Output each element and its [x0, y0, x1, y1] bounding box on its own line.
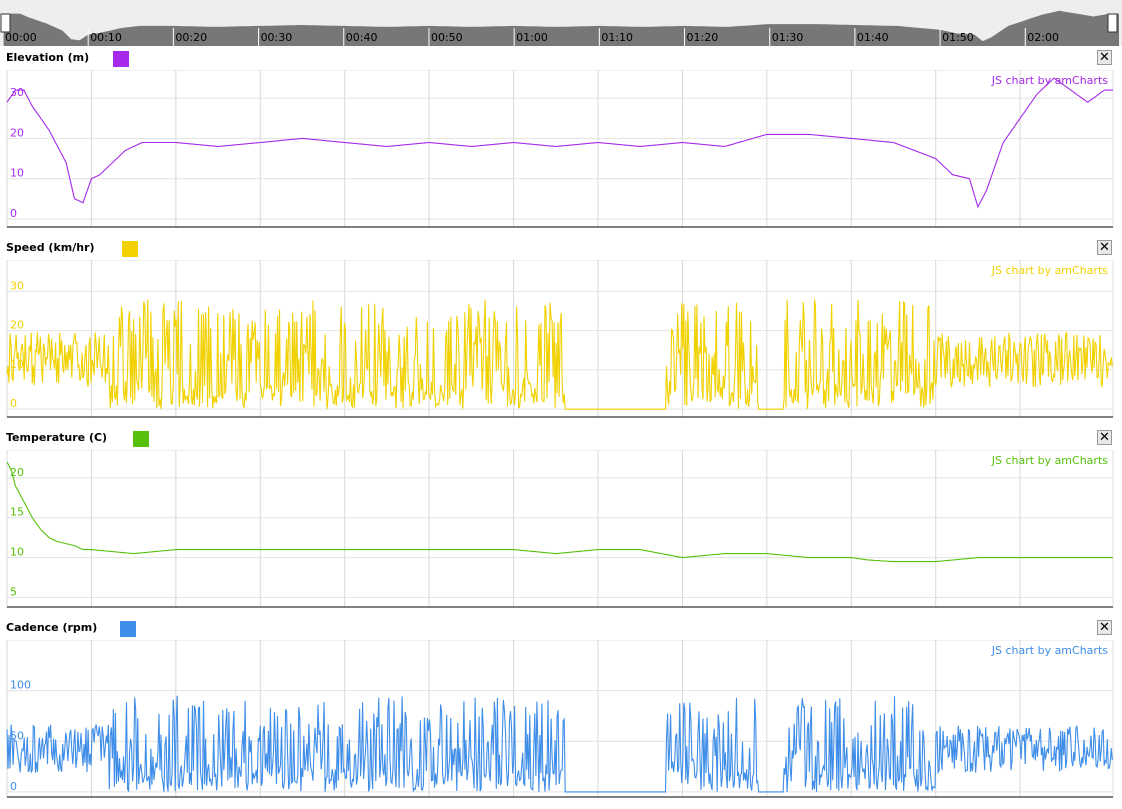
close-button[interactable]: ✕: [1097, 620, 1112, 635]
scroller-tick-label: 01:40: [857, 31, 889, 44]
scroller-tick-label: 01:00: [516, 31, 548, 44]
y-tick-label: 50: [10, 729, 24, 742]
y-tick-label: 0: [10, 397, 17, 410]
elevation-panel: Elevation (m) ✕ 0 10 20 30 JS chart by amCha…: [0, 49, 1122, 239]
y-tick-label: 10: [10, 546, 24, 559]
cadence-panel: Cadence (rpm) ✕ 0 50 100 JS chart by amChar…: [0, 619, 1122, 809]
y-tick-label: 20: [10, 126, 24, 139]
close-button[interactable]: ✕: [1097, 240, 1112, 255]
y-tick-label: 0: [10, 780, 17, 793]
y-tick-label: 30: [10, 279, 24, 292]
time-range-scroller[interactable]: 00:00 00:10 00:20 00:30 00:40 00:50 01:00 01:10…: [0, 0, 1122, 47]
speed-chart: 0 10 20 30 JS chart by amCharts: [6, 260, 1114, 418]
scroller-tick-label: 00:20: [175, 31, 207, 44]
y-tick-label: 100: [10, 679, 31, 692]
scroller-tick-label: 01:10: [601, 31, 633, 44]
scroller-right-handle[interactable]: [1107, 13, 1118, 33]
scroller-tick-label: 00:10: [90, 31, 122, 44]
plot-area: [6, 450, 1114, 608]
series-line: [6, 77, 1113, 209]
panel-title: Temperature (C): [6, 431, 108, 444]
scroller-left-handle[interactable]: [0, 13, 11, 33]
scroller-tick-label: 02:00: [1027, 31, 1059, 44]
scroller-tick-label: 00:40: [346, 31, 378, 44]
chart-credit[interactable]: JS chart by amCharts: [991, 454, 1108, 467]
cadence-chart: 0 50 100 JS chart by amCharts: [6, 640, 1114, 798]
y-tick-label: 10: [10, 167, 24, 180]
y-tick-label: 15: [10, 506, 24, 519]
y-tick-label: 20: [10, 319, 24, 332]
series-color-swatch: [113, 51, 129, 67]
scroller-elevation-area: [3, 10, 1119, 47]
scroller-tick-label: 00:00: [5, 31, 37, 44]
close-button[interactable]: ✕: [1097, 50, 1112, 65]
series-line: [6, 695, 1113, 793]
elevation-chart: 0 10 20 30 JS chart by amCharts: [6, 70, 1114, 228]
scroller-tick-label: 01:50: [942, 31, 974, 44]
panel-title: Elevation (m): [6, 51, 90, 64]
panel-title: Speed (km/hr): [6, 241, 95, 254]
close-button[interactable]: ✕: [1097, 430, 1112, 445]
scroller-tick-label: 01:20: [687, 31, 719, 44]
series-line: [6, 299, 1113, 410]
scroller-tick-label: 00:50: [431, 31, 463, 44]
y-tick-label: 0: [10, 207, 17, 220]
y-tick-label: 30: [10, 86, 24, 99]
scroller-tick-label: 00:30: [261, 31, 293, 44]
scroller-overview: 00:00 00:10 00:20 00:30 00:40 00:50 01:00 01:10…: [0, 0, 1122, 47]
series-color-swatch: [120, 621, 136, 637]
chart-credit[interactable]: JS chart by amCharts: [991, 264, 1108, 277]
series-line: [6, 461, 1113, 563]
chart-credit[interactable]: JS chart by amCharts: [991, 74, 1108, 87]
chart-credit[interactable]: JS chart by amCharts: [991, 644, 1108, 657]
temperature-panel: Temperature (C) ✕ 5 10 15 20 JS chart by amC…: [0, 429, 1122, 619]
series-color-swatch: [133, 431, 149, 447]
y-tick-label: 20: [10, 466, 24, 479]
speed-panel: Speed (km/hr) ✕ 0 10 20 30 JS chart by amCha…: [0, 239, 1122, 429]
panel-title: Cadence (rpm): [6, 621, 98, 634]
plot-area: [6, 70, 1114, 228]
series-color-swatch: [122, 241, 138, 257]
y-tick-label: 5: [10, 585, 17, 598]
y-tick-label: 10: [10, 358, 24, 371]
temperature-chart: 5 10 15 20 JS chart by amCharts: [6, 450, 1114, 608]
scroller-tick-label: 01:30: [772, 31, 804, 44]
